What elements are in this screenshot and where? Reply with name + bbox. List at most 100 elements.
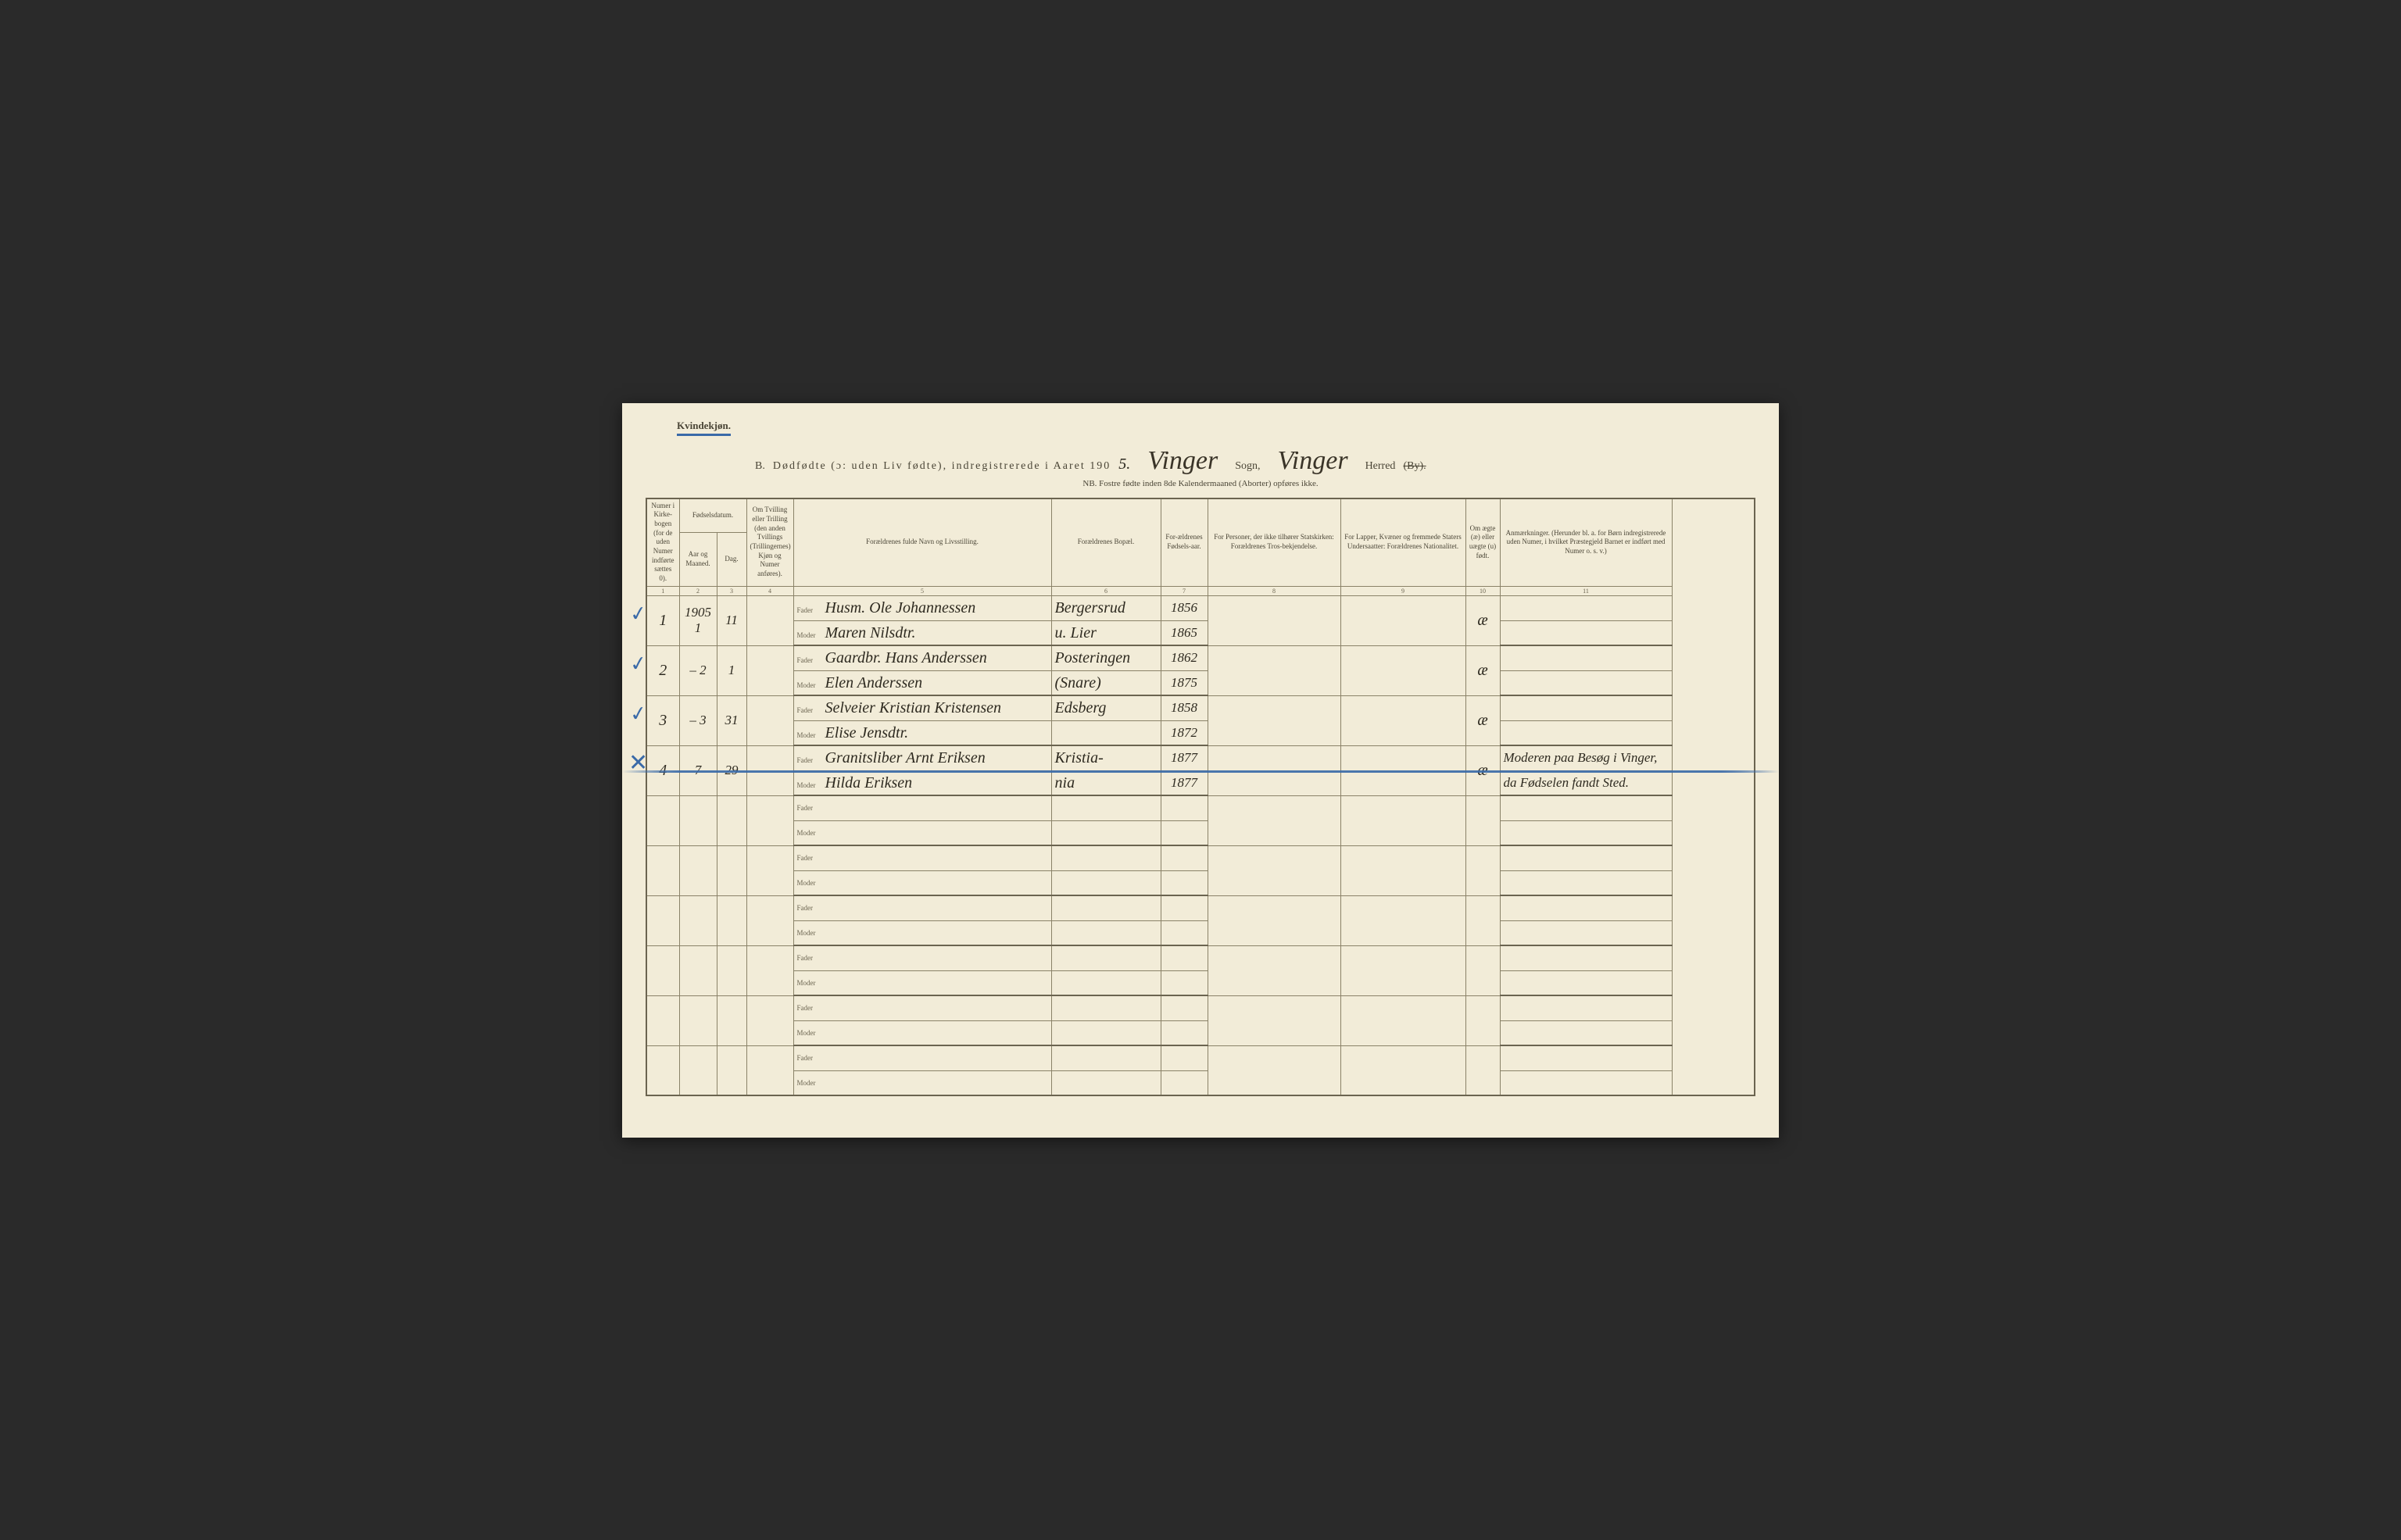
twin-col [746,645,793,695]
remarks-fader: Moderen paa Besøg i Vinger, [1500,745,1672,770]
year-month: – 3 [679,695,717,745]
twin-col [746,995,793,1045]
nationality-col [1340,795,1465,845]
fader-label: Fader [797,656,825,664]
moder-value: Hilda Eriksen [825,774,913,791]
col-header: Om ægte (æ) eller uægte (u) født. [1465,498,1500,587]
fader-label: Fader [797,756,825,764]
remarks-fader [1500,995,1672,1020]
twin-col [746,845,793,895]
col-header: Forældrenes fulde Navn og Livsstilling. [793,498,1051,587]
parent-name-moder: Moder [793,920,1051,945]
birthyear-moder: 1875 [1161,670,1208,695]
year-month [679,1045,717,1095]
parent-name-fader: Fader [793,895,1051,920]
parent-name-fader: FaderSelveier Kristian Kristensen [793,695,1051,720]
entry-row-moder: Moder [646,970,1755,995]
year-month: – 2 [679,645,717,695]
residence-fader: Edsberg [1051,695,1161,720]
moder-label: Moder [797,879,825,887]
subheader-note: NB. Fostre fødte inden 8de Kalendermaane… [646,479,1755,488]
moder-label: Moder [797,631,825,639]
fader-label: Fader [797,854,825,862]
herred-strike: (By). [1403,460,1426,473]
nationality-col [1340,845,1465,895]
col-header: Forældrenes Bopæl. [1051,498,1161,587]
entry-row-fader: ✓11905 111FaderHusm. Ole JohannessenBerg… [646,595,1755,620]
moder-label: Moder [797,979,825,987]
residence-moder [1051,870,1161,895]
legitimacy: æ [1465,595,1500,645]
moder-label: Moder [797,1079,825,1087]
residence-fader [1051,895,1161,920]
fader-label: Fader [797,904,825,912]
parent-name-fader: Fader [793,995,1051,1020]
parent-name-moder: Moder [793,970,1051,995]
year-month: 1905 1 [679,595,717,645]
parent-name-fader: Fader [793,845,1051,870]
twin-col [746,895,793,945]
entry-number [646,895,679,945]
twin-col [746,595,793,645]
legitimacy: æ [1465,695,1500,745]
moder-label: Moder [797,731,825,739]
parent-name-moder: Moder [793,1020,1051,1045]
fader-label: Fader [797,706,825,714]
moder-label: Moder [797,681,825,689]
remarks-moder [1500,1020,1672,1045]
legitimacy [1465,1045,1500,1095]
col-header: For Personer, der ikke tilhører Statskir… [1208,498,1340,587]
ledger-table: Numer i Kirke-bogen (for de uden Numer i… [646,498,1755,1097]
entry-row-fader: Fader [646,1045,1755,1070]
moder-value: Elen Anderssen [825,674,923,691]
entry-row-fader: ✕4729FaderGranitsliber Arnt EriksenKrist… [646,745,1755,770]
confession-col [1208,695,1340,745]
moder-label: Moder [797,781,825,789]
fader-value: Gaardbr. Hans Anderssen [825,649,987,666]
moder-label: Moder [797,1029,825,1037]
year-month [679,945,717,995]
year-month [679,795,717,845]
fader-value: Selveier Kristian Kristensen [825,699,1002,716]
fader-label: Fader [797,954,825,962]
entry-number [646,1045,679,1095]
parent-name-fader: Fader [793,795,1051,820]
day: 11 [717,595,746,645]
col-header: Dag. [717,532,746,586]
birthyear-moder [1161,820,1208,845]
birthyear-moder [1161,920,1208,945]
nationality-col [1340,1045,1465,1095]
entry-row-moder: ModerElise Jensdtr.1872 [646,720,1755,745]
entry-number [646,995,679,1045]
entry-row-fader: ✓2– 21FaderGaardbr. Hans AnderssenPoster… [646,645,1755,670]
parent-name-moder: ModerElen Anderssen [793,670,1051,695]
remarks-moder: da Fødselen fandt Sted. [1500,770,1672,795]
title-main: Dødfødte (ɔ: uden Liv fødte), indregistr… [773,460,1111,473]
title-prefix: B. [755,460,765,473]
fader-label: Fader [797,1054,825,1062]
day: 31 [717,695,746,745]
nationality-col [1340,995,1465,1045]
entry-row-moder: Moder [646,870,1755,895]
legitimacy [1465,795,1500,845]
day [717,795,746,845]
nationality-col [1340,695,1465,745]
birthyear-moder: 1872 [1161,720,1208,745]
col-header: For Lapper, Kvæner og fremmede Staters U… [1340,498,1465,587]
residence-fader [1051,995,1161,1020]
birthyear-moder: 1865 [1161,620,1208,645]
remarks-fader [1500,1045,1672,1070]
entry-row-fader: Fader [646,995,1755,1020]
day: 1 [717,645,746,695]
herred-value: Vinger [1268,450,1358,471]
birthyear-fader [1161,895,1208,920]
remarks-moder [1500,720,1672,745]
table-header: Numer i Kirke-bogen (for de uden Numer i… [646,498,1755,596]
legitimacy [1465,945,1500,995]
legitimacy [1465,995,1500,1045]
birthyear-fader [1161,995,1208,1020]
twin-col [746,1045,793,1095]
column-number-row: 1 2 3 4 5 6 7 8 9 10 11 [646,586,1755,595]
residence-moder [1051,820,1161,845]
remarks-fader [1500,795,1672,820]
